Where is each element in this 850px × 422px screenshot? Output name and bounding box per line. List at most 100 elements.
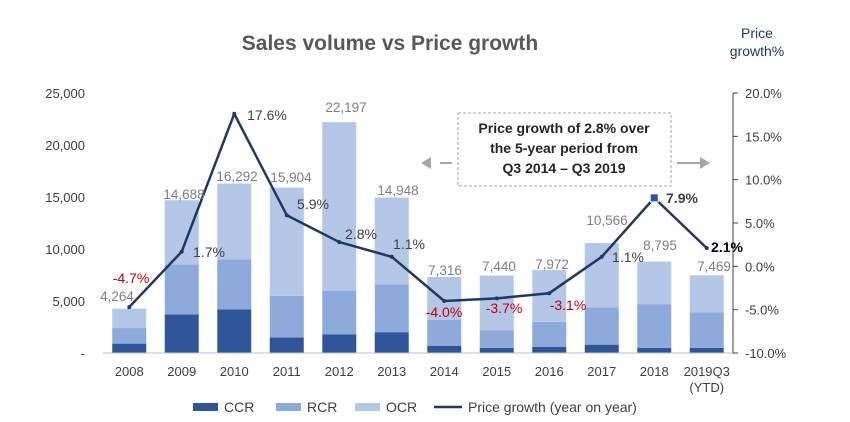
price-growth-point — [179, 249, 184, 254]
bar-ccr-11 — [689, 347, 724, 353]
labels-layer: 4,264 14,688 16,292 15,904 22,197 14,948 7,316… — [100, 100, 743, 320]
bar-rcr-9 — [584, 307, 619, 345]
bar-ccr-10 — [637, 347, 672, 353]
bar-rcr-11 — [689, 312, 724, 348]
chart-title-group: Sales volume vs Price growth Price growt… — [242, 25, 784, 59]
axes-layer: - 5,000 10,000 15,000 20,000 25,000 -10.0% -5.0… — [45, 86, 786, 395]
bar-total-label: 15,904 — [270, 170, 312, 185]
price-growth-label: 7.9% — [666, 190, 698, 206]
price-growth-point — [127, 305, 132, 310]
annotation-layer: Price growth of 2.8% over the 5-year peri… — [421, 112, 710, 187]
right-axis-title-line1: Price — [741, 25, 773, 41]
x-axis-tick-label: 2011 — [273, 364, 301, 379]
bar-ocr-10 — [637, 261, 672, 305]
price-growth-point — [284, 213, 289, 218]
x-axis-tick-label: 2018 — [640, 364, 669, 379]
price-growth-point — [704, 246, 709, 251]
left-axis-tick-label: 25,000 — [45, 86, 85, 101]
x-axis-tick-label-line2: (YTD) — [689, 380, 724, 395]
bar-ccr-6 — [427, 345, 462, 353]
chart-title: Sales volume vs Price growth — [242, 32, 538, 55]
legend-label-price-growth-year-on-year-: Price growth (year on year) — [468, 399, 637, 415]
price-growth-label: 5.9% — [297, 196, 329, 212]
legend-swatch-ocr — [355, 403, 380, 411]
bar-ocr-8 — [532, 270, 567, 322]
price-growth-label: -4.0% — [426, 304, 463, 320]
right-axis-tick-label: 15.0% — [745, 129, 782, 144]
bar-total-label: 14,688 — [163, 187, 204, 202]
price-growth-point — [599, 254, 604, 259]
bar-ocr-1 — [164, 200, 199, 265]
right-axis-tick-label: 5.0% — [745, 216, 775, 231]
price-growth-marker-2018 — [649, 193, 659, 203]
bar-total-label: 16,292 — [216, 169, 257, 184]
bar-ccr-2 — [217, 309, 252, 353]
x-axis-tick-label: 2014 — [430, 364, 459, 379]
bar-ccr-5 — [374, 332, 409, 353]
price-growth-point — [337, 240, 342, 245]
right-axis-tick-label: 20.0% — [745, 86, 782, 101]
price-growth-label: 1.7% — [193, 244, 225, 260]
bar-rcr-6 — [427, 319, 462, 346]
price-growth-label: -3.7% — [486, 300, 523, 316]
price-growth-label: 2.8% — [345, 226, 377, 242]
bar-ccr-0 — [112, 343, 147, 353]
bar-ocr-0 — [112, 308, 147, 329]
right-axis-tick-label: 0.0% — [745, 259, 775, 274]
bar-rcr-2 — [217, 259, 252, 310]
price-growth-label: 2.1% — [711, 239, 743, 255]
right-axis-tick-label: 10.0% — [745, 173, 782, 188]
annotation-box — [457, 112, 672, 187]
annotation-arrow-right-head — [700, 157, 710, 169]
bar-ccr-1 — [164, 314, 199, 353]
bar-ocr-3 — [269, 187, 304, 296]
bar-total-label: 7,972 — [535, 257, 569, 272]
price-growth-point — [494, 296, 499, 301]
bar-total-label: 14,948 — [377, 183, 418, 198]
bar-ocr-9 — [584, 243, 619, 308]
bar-rcr-3 — [269, 295, 304, 338]
legend-label-rcr: RCR — [307, 399, 337, 415]
x-axis-tick-label: 2008 — [115, 364, 144, 379]
annotation-text: Q3 2014 – Q3 2019 — [503, 160, 626, 176]
x-axis-tick-label: 2009 — [167, 364, 196, 379]
price-growth-label: 1.1% — [612, 249, 644, 265]
right-axis-tick-label: -10.0% — [745, 346, 787, 361]
x-axis-tick-label: 2015 — [482, 364, 511, 379]
price-growth-line — [128, 112, 708, 308]
bar-ccr-8 — [532, 346, 567, 353]
bar-total-label: 7,440 — [482, 259, 516, 274]
legend-label-ccr: CCR — [224, 399, 254, 415]
price-growth-line-layer — [127, 111, 709, 310]
bar-total-label: 8,795 — [643, 238, 677, 253]
legend: CCR RCR OCR Price growth (year on year) — [193, 399, 637, 415]
bar-rcr-1 — [164, 264, 199, 315]
right-axis-tick-label: -5.0% — [745, 303, 779, 318]
legend-swatch-rcr — [276, 403, 301, 411]
bar-ocr-7 — [479, 275, 514, 331]
bar-total-label: 10,566 — [586, 213, 627, 228]
bar-rcr-8 — [532, 321, 567, 347]
x-axis-tick-label: 2017 — [587, 364, 616, 379]
annotation-text: the 5-year period from — [490, 140, 638, 156]
price-growth-label: 17.6% — [247, 107, 287, 123]
price-growth-label: -4.7% — [113, 270, 150, 286]
price-growth-point — [442, 299, 447, 303]
bar-rcr-5 — [374, 284, 409, 333]
right-axis-title-line2: growth% — [730, 43, 784, 59]
bar-rcr-0 — [112, 328, 147, 344]
left-axis-tick-label: 5,000 — [52, 294, 85, 309]
bar-ccr-3 — [269, 337, 304, 353]
bar-ocr-5 — [374, 197, 409, 285]
price-growth-label: 1.1% — [393, 236, 425, 252]
bar-rcr-10 — [637, 304, 672, 348]
bar-total-label: 7,316 — [428, 263, 462, 278]
bar-ccr-4 — [322, 334, 357, 353]
bars-layer — [112, 122, 724, 353]
bar-rcr-4 — [322, 290, 357, 335]
left-axis-tick-label: 10,000 — [45, 242, 85, 257]
bar-ccr-7 — [479, 347, 514, 353]
x-axis-tick-label: 2010 — [220, 364, 249, 379]
x-axis-tick-label: 2016 — [535, 364, 564, 379]
bar-total-label: 4,264 — [100, 289, 134, 304]
